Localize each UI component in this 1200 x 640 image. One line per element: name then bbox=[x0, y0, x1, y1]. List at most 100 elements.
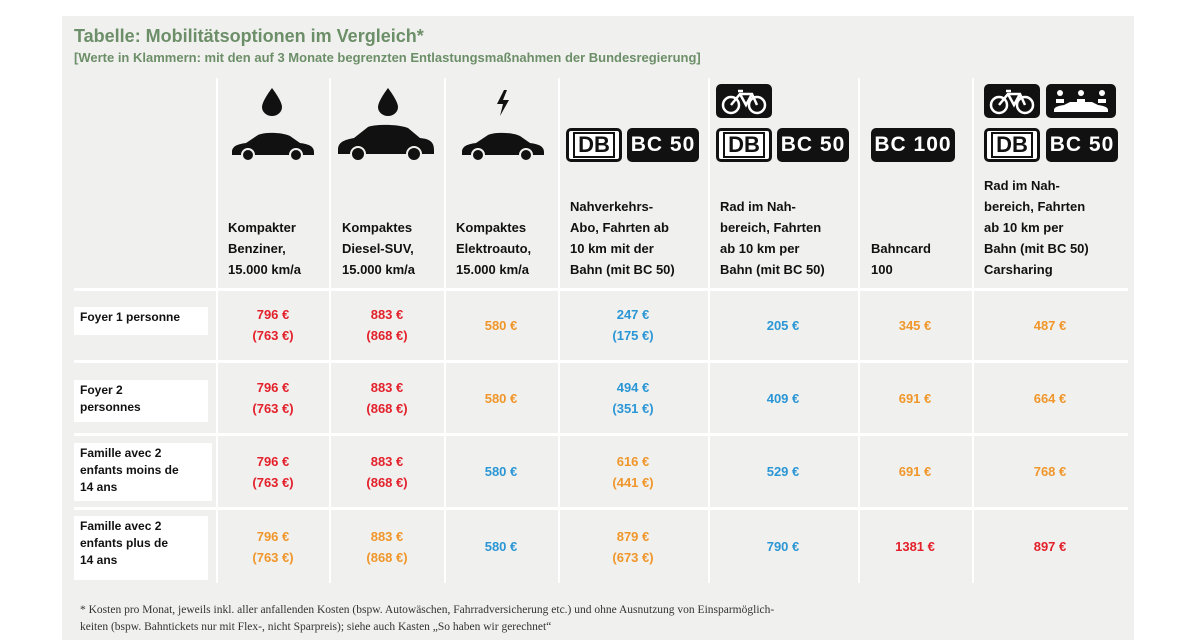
page-title: Tabelle: Mobilitätsoptionen im Vergleich… bbox=[74, 26, 424, 46]
row-label: Famille avec 2 enfants plus de 14 ans bbox=[74, 516, 208, 580]
cell-value: 883 € bbox=[370, 307, 404, 322]
cell-value: 691 € bbox=[898, 390, 932, 406]
bc50-badge-icon: BC 50 bbox=[777, 128, 849, 162]
cell-value: 691 € bbox=[898, 464, 932, 479]
cell-value: 883 € bbox=[370, 453, 404, 469]
lightning-icon bbox=[495, 90, 511, 116]
column-header: Kompaktes Diesel-SUV, 15.000 km/a bbox=[342, 220, 416, 277]
electric-car-icon bbox=[458, 130, 546, 162]
table-cell: 580 € bbox=[451, 536, 551, 557]
table-cell: 529 € bbox=[733, 461, 833, 482]
bicycle-icon bbox=[716, 84, 772, 118]
table-cell: 768 € bbox=[1000, 461, 1100, 482]
row-label: Foyer 1 personne bbox=[74, 307, 208, 335]
table-cell: 580 € bbox=[451, 388, 551, 409]
cell-value: 796 € bbox=[256, 380, 290, 395]
table-cell: 796 € (763 €) bbox=[223, 377, 323, 419]
cell-value: 1381 € bbox=[895, 539, 935, 554]
table-cell: 883 € (868 €) bbox=[337, 451, 437, 493]
column-header: Nahverkehrs- Abo, Fahrten ab 10 km mit d… bbox=[570, 199, 675, 277]
row-divider bbox=[74, 433, 1128, 436]
table-cell: 691 € bbox=[865, 461, 965, 482]
bc50-badge-icon: BC 50 bbox=[1046, 128, 1118, 162]
table-cell: 796 € (763 €) bbox=[223, 451, 323, 493]
db-logo-icon: DB bbox=[566, 128, 622, 162]
cell-value: 790 € bbox=[766, 539, 800, 554]
table-cell: 796 € (763 €) bbox=[223, 526, 323, 568]
column-header: Rad im Nah- bereich, Fahrten ab 10 km pe… bbox=[720, 199, 825, 277]
page-subtitle: [Werte in Klammern: mit den auf 3 Monate… bbox=[74, 50, 701, 65]
cell-value-relief: (673 €) bbox=[612, 549, 654, 565]
bc50-badge-icon: BC 50 bbox=[627, 128, 699, 162]
table-cell: 664 € bbox=[1000, 388, 1100, 409]
cell-value: 580 € bbox=[484, 464, 518, 479]
table-cell: 487 € bbox=[1000, 315, 1100, 336]
db-logo-icon: DB bbox=[984, 128, 1040, 162]
column-divider bbox=[972, 78, 974, 583]
cell-value: 897 € bbox=[1033, 539, 1067, 554]
column-header: Bahncard 100 bbox=[871, 241, 931, 277]
cell-value: 796 € bbox=[256, 453, 290, 469]
column-divider bbox=[216, 78, 218, 583]
cell-value-relief: (763 €) bbox=[252, 474, 294, 490]
column-header: Rad im Nah- bereich, Fahrten ab 10 km pe… bbox=[984, 178, 1089, 277]
table-cell: 897 € bbox=[1000, 536, 1100, 557]
cell-value-relief: (351 €) bbox=[612, 401, 654, 416]
table-cell: 580 € bbox=[451, 315, 551, 336]
fuel-drop-icon bbox=[262, 88, 282, 116]
row-divider bbox=[74, 288, 1128, 291]
row-divider bbox=[74, 507, 1128, 510]
column-divider bbox=[858, 78, 860, 583]
cell-value-relief: (763 €) bbox=[252, 401, 294, 416]
column-divider bbox=[444, 78, 446, 583]
cell-value-relief: (868 €) bbox=[366, 401, 408, 416]
cell-value-relief: (441 €) bbox=[612, 474, 654, 490]
table-cell: 580 € bbox=[451, 461, 551, 482]
cell-value-relief: (868 €) bbox=[366, 328, 408, 343]
car-icon bbox=[228, 130, 316, 162]
table-cell: 883 € (868 €) bbox=[337, 377, 437, 419]
cell-value: 664 € bbox=[1033, 390, 1067, 406]
cell-value-relief: (175 €) bbox=[612, 328, 654, 343]
row-label: Famille avec 2 enfants moins de 14 ans bbox=[74, 443, 212, 501]
cell-value: 580 € bbox=[484, 390, 518, 406]
cell-value: 580 € bbox=[484, 317, 518, 333]
cell-value-relief: (763 €) bbox=[252, 328, 294, 343]
table-cell: 790 € bbox=[733, 536, 833, 557]
cell-value: 494 € bbox=[616, 380, 650, 395]
suv-icon bbox=[334, 122, 438, 162]
cell-value-relief: (763 €) bbox=[252, 549, 294, 565]
row-divider bbox=[74, 360, 1128, 363]
cell-value: 883 € bbox=[370, 380, 404, 395]
cell-value: 345 € bbox=[898, 317, 932, 333]
table-cell: 616 € (441 €) bbox=[583, 451, 683, 493]
table-cell: 879 € (673 €) bbox=[583, 526, 683, 568]
fuel-drop-icon bbox=[378, 88, 398, 116]
table-cell: 205 € bbox=[733, 315, 833, 336]
bc100-badge-icon: BC 100 bbox=[871, 128, 955, 162]
column-divider bbox=[558, 78, 560, 583]
column-divider bbox=[329, 78, 331, 583]
table-cell: 883 € (868 €) bbox=[337, 526, 437, 568]
footnote: * Kosten pro Monat, jeweils inkl. aller … bbox=[80, 604, 775, 633]
table-cell: 883 € (868 €) bbox=[337, 304, 437, 346]
cell-value: 205 € bbox=[766, 317, 800, 333]
cell-value: 409 € bbox=[766, 390, 800, 406]
table-cell: 247 € (175 €) bbox=[583, 304, 683, 346]
table-cell: 494 € (351 €) bbox=[583, 377, 683, 419]
table-panel bbox=[62, 16, 1134, 640]
cell-value: 883 € bbox=[370, 528, 404, 544]
cell-value: 879 € bbox=[616, 528, 650, 544]
table-cell: 1381 € bbox=[865, 536, 965, 557]
row-label: Foyer 2 personnes bbox=[74, 380, 208, 422]
table-cell: 796 € (763 €) bbox=[223, 304, 323, 346]
table-cell: 409 € bbox=[733, 388, 833, 409]
cell-value: 529 € bbox=[766, 464, 800, 479]
column-header: Kompaktes Elektroauto, 15.000 km/a bbox=[456, 220, 532, 277]
table-cell: 345 € bbox=[865, 315, 965, 336]
cell-value: 768 € bbox=[1033, 464, 1067, 479]
cell-value-relief: (868 €) bbox=[366, 474, 408, 490]
cell-value: 796 € bbox=[256, 307, 290, 322]
db-logo-icon: DB bbox=[716, 128, 772, 162]
cell-value-relief: (868 €) bbox=[366, 549, 408, 565]
